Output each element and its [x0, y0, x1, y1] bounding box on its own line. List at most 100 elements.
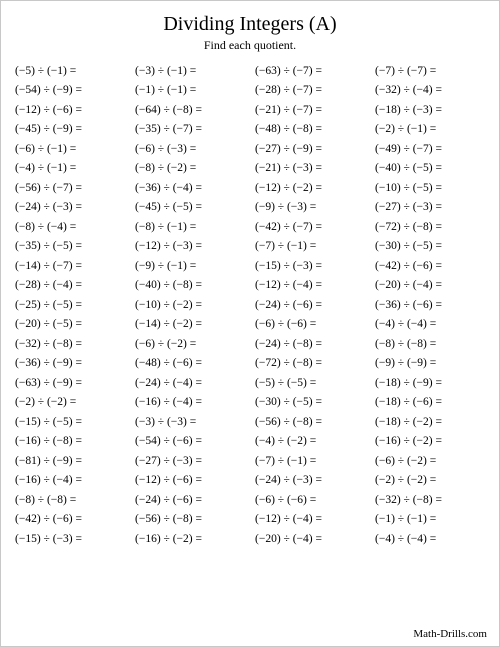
problem-cell: (−18) ÷ (−3) = — [371, 100, 489, 120]
problem-cell: (−8) ÷ (−4) = — [11, 217, 129, 237]
problem-cell: (−2) ÷ (−2) = — [371, 471, 489, 491]
problem-cell: (−35) ÷ (−5) = — [11, 237, 129, 257]
problem-cell: (−56) ÷ (−8) = — [251, 412, 369, 432]
problem-cell: (−7) ÷ (−1) = — [251, 451, 369, 471]
problem-cell: (−10) ÷ (−5) = — [371, 178, 489, 198]
problem-cell: (−35) ÷ (−7) = — [131, 120, 249, 140]
problem-cell: (−9) ÷ (−1) = — [131, 256, 249, 276]
problem-cell: (−18) ÷ (−6) = — [371, 393, 489, 413]
problem-cell: (−15) ÷ (−5) = — [11, 412, 129, 432]
problem-cell: (−10) ÷ (−2) = — [131, 295, 249, 315]
problem-cell: (−1) ÷ (−1) = — [371, 510, 489, 530]
problem-cell: (−20) ÷ (−4) = — [371, 276, 489, 296]
problem-cell: (−12) ÷ (−6) = — [11, 100, 129, 120]
problem-cell: (−56) ÷ (−7) = — [11, 178, 129, 198]
problem-cell: (−12) ÷ (−3) = — [131, 237, 249, 257]
problem-cell: (−27) ÷ (−3) = — [131, 451, 249, 471]
problem-cell: (−28) ÷ (−7) = — [251, 81, 369, 101]
problem-cell: (−3) ÷ (−3) = — [131, 412, 249, 432]
problem-grid: (−5) ÷ (−1) =(−3) ÷ (−1) =(−63) ÷ (−7) =… — [11, 61, 489, 549]
problem-cell: (−32) ÷ (−8) = — [371, 490, 489, 510]
problem-cell: (−21) ÷ (−3) = — [251, 159, 369, 179]
problem-cell: (−7) ÷ (−7) = — [371, 61, 489, 81]
problem-cell: (−27) ÷ (−3) = — [371, 198, 489, 218]
problem-cell: (−40) ÷ (−5) = — [371, 159, 489, 179]
problem-cell: (−49) ÷ (−7) = — [371, 139, 489, 159]
page-subtitle: Find each quotient. — [11, 38, 489, 53]
problem-cell: (−12) ÷ (−4) = — [251, 276, 369, 296]
problem-cell: (−12) ÷ (−2) = — [251, 178, 369, 198]
problem-cell: (−63) ÷ (−7) = — [251, 61, 369, 81]
problem-cell: (−9) ÷ (−3) = — [251, 198, 369, 218]
problem-cell: (−16) ÷ (−4) = — [11, 471, 129, 491]
problem-cell: (−16) ÷ (−4) = — [131, 393, 249, 413]
problem-cell: (−16) ÷ (−8) = — [11, 432, 129, 452]
problem-cell: (−4) ÷ (−4) = — [371, 529, 489, 549]
problem-cell: (−54) ÷ (−6) = — [131, 432, 249, 452]
problem-cell: (−6) ÷ (−6) = — [251, 315, 369, 335]
problem-cell: (−24) ÷ (−6) = — [131, 490, 249, 510]
problem-cell: (−24) ÷ (−8) = — [251, 334, 369, 354]
problem-cell: (−20) ÷ (−4) = — [251, 529, 369, 549]
problem-cell: (−42) ÷ (−7) = — [251, 217, 369, 237]
problem-cell: (−16) ÷ (−2) = — [131, 529, 249, 549]
problem-cell: (−14) ÷ (−2) = — [131, 315, 249, 335]
problem-cell: (−4) ÷ (−2) = — [251, 432, 369, 452]
problem-cell: (−5) ÷ (−5) = — [251, 373, 369, 393]
problem-cell: (−7) ÷ (−1) = — [251, 237, 369, 257]
problem-cell: (−42) ÷ (−6) = — [11, 510, 129, 530]
page-title: Dividing Integers (A) — [11, 13, 489, 36]
problem-cell: (−63) ÷ (−9) = — [11, 373, 129, 393]
problem-cell: (−20) ÷ (−5) = — [11, 315, 129, 335]
problem-cell: (−15) ÷ (−3) = — [11, 529, 129, 549]
problem-cell: (−42) ÷ (−6) = — [371, 256, 489, 276]
problem-cell: (−6) ÷ (−2) = — [371, 451, 489, 471]
problem-cell: (−18) ÷ (−2) = — [371, 412, 489, 432]
worksheet-page: Dividing Integers (A) Find each quotient… — [0, 0, 500, 647]
problem-cell: (−45) ÷ (−9) = — [11, 120, 129, 140]
footer-credit: Math-Drills.com — [413, 628, 487, 640]
problem-cell: (−40) ÷ (−8) = — [131, 276, 249, 296]
problem-cell: (−72) ÷ (−8) = — [251, 354, 369, 374]
problem-cell: (−48) ÷ (−6) = — [131, 354, 249, 374]
problem-cell: (−8) ÷ (−8) = — [11, 490, 129, 510]
problem-cell: (−2) ÷ (−1) = — [371, 120, 489, 140]
problem-cell: (−1) ÷ (−1) = — [131, 81, 249, 101]
problem-cell: (−6) ÷ (−6) = — [251, 490, 369, 510]
problem-cell: (−8) ÷ (−8) = — [371, 334, 489, 354]
problem-cell: (−6) ÷ (−2) = — [131, 334, 249, 354]
problem-cell: (−24) ÷ (−3) = — [251, 471, 369, 491]
problem-cell: (−21) ÷ (−7) = — [251, 100, 369, 120]
problem-cell: (−18) ÷ (−9) = — [371, 373, 489, 393]
problem-cell: (−2) ÷ (−2) = — [11, 393, 129, 413]
problem-cell: (−24) ÷ (−3) = — [11, 198, 129, 218]
problem-cell: (−64) ÷ (−8) = — [131, 100, 249, 120]
problem-cell: (−28) ÷ (−4) = — [11, 276, 129, 296]
problem-cell: (−54) ÷ (−9) = — [11, 81, 129, 101]
problem-cell: (−27) ÷ (−9) = — [251, 139, 369, 159]
problem-cell: (−72) ÷ (−8) = — [371, 217, 489, 237]
problem-cell: (−12) ÷ (−6) = — [131, 471, 249, 491]
problem-cell: (−5) ÷ (−1) = — [11, 61, 129, 81]
problem-cell: (−24) ÷ (−6) = — [251, 295, 369, 315]
problem-cell: (−81) ÷ (−9) = — [11, 451, 129, 471]
problem-cell: (−32) ÷ (−4) = — [371, 81, 489, 101]
problem-cell: (−8) ÷ (−1) = — [131, 217, 249, 237]
problem-cell: (−14) ÷ (−7) = — [11, 256, 129, 276]
problem-cell: (−45) ÷ (−5) = — [131, 198, 249, 218]
problem-cell: (−25) ÷ (−5) = — [11, 295, 129, 315]
problem-cell: (−24) ÷ (−4) = — [131, 373, 249, 393]
problem-cell: (−6) ÷ (−1) = — [11, 139, 129, 159]
problem-cell: (−48) ÷ (−8) = — [251, 120, 369, 140]
problem-cell: (−32) ÷ (−8) = — [11, 334, 129, 354]
problem-cell: (−8) ÷ (−2) = — [131, 159, 249, 179]
problem-cell: (−6) ÷ (−3) = — [131, 139, 249, 159]
problem-cell: (−4) ÷ (−1) = — [11, 159, 129, 179]
problem-cell: (−15) ÷ (−3) = — [251, 256, 369, 276]
problem-cell: (−30) ÷ (−5) = — [371, 237, 489, 257]
problem-cell: (−36) ÷ (−9) = — [11, 354, 129, 374]
problem-cell: (−36) ÷ (−4) = — [131, 178, 249, 198]
problem-cell: (−4) ÷ (−4) = — [371, 315, 489, 335]
problem-cell: (−16) ÷ (−2) = — [371, 432, 489, 452]
problem-cell: (−36) ÷ (−6) = — [371, 295, 489, 315]
